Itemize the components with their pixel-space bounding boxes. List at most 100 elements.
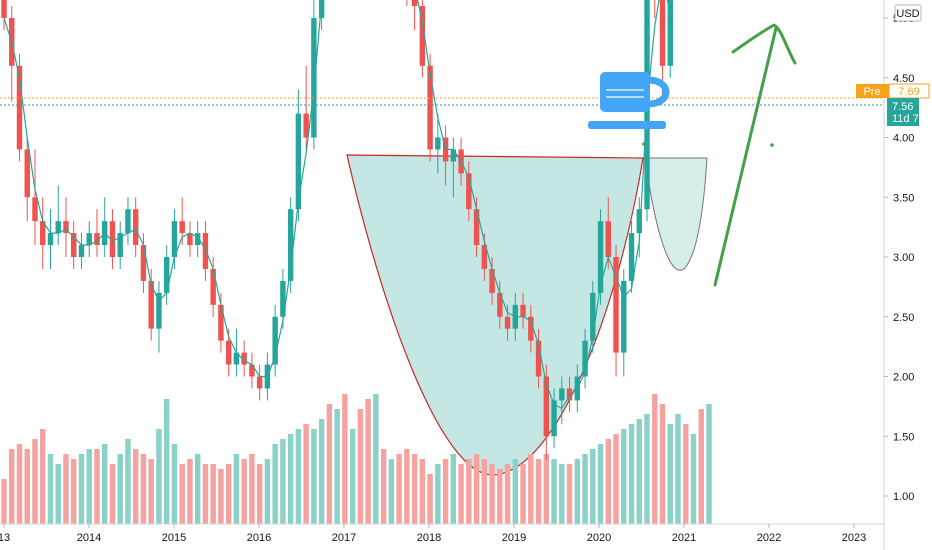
candle-body [163,257,170,293]
candle-body [256,376,263,389]
price-tick-label: 1.50 [893,431,914,443]
currency-badge[interactable]: USD [894,4,922,22]
volume-bar [458,464,464,524]
moving-average-line [3,0,673,410]
volume-bar [163,399,170,524]
volume-bar [16,444,23,524]
volume-bar [551,459,557,524]
coffee-cup-icon [588,72,670,129]
candle-body [427,65,433,150]
candle-body [318,0,325,18]
time-tick-label: 2014 [77,532,101,544]
volume-bar [450,454,457,524]
last-price-badge: 7.56 11d 7h [887,98,925,126]
candle-body [489,268,495,293]
candle-body [117,233,123,257]
volume-bar [86,449,92,524]
time-tick-label: 2020 [587,532,611,544]
candle-body [590,292,596,341]
volume-bar [241,459,247,524]
volume-bar [202,464,209,524]
candle-body [280,280,286,317]
volume-bar [47,454,54,524]
candle-body [450,149,457,162]
time-tick-label: 2019 [502,532,526,544]
volume-bar [442,459,449,524]
volume-bar [535,459,542,524]
volume-bar [303,424,309,524]
candle-body [497,292,503,317]
volume-bar [520,464,526,524]
price-tick-label: 2.50 [893,312,914,324]
candle-body [295,113,302,210]
price-tick-label: 3.50 [893,192,914,204]
volume-bar [218,469,224,524]
candle-body [16,65,23,150]
time-tick-label: 13 [0,532,10,544]
volume-bar [582,454,588,524]
candle-body [125,209,131,234]
candle-body [559,388,565,401]
candle-body [194,233,201,246]
candle-body [473,209,480,246]
volume-bar [528,454,534,524]
volume-bar [40,429,46,524]
volume-bar [132,449,139,524]
candle-body [667,0,673,66]
candle-body [621,280,627,353]
volume-bar [504,464,511,524]
candle-body [249,364,255,377]
volume-bar [311,429,317,524]
time-tick-label: 2023 [842,532,866,544]
volume-bar [590,449,596,524]
volume-bar [566,464,573,524]
candle-body [140,245,147,281]
volume-bar [225,464,232,524]
candle-body [287,209,294,281]
forecast-arrow [713,23,797,287]
candle-body [311,18,317,138]
candle-body [504,316,511,329]
candle-body [628,233,635,281]
volume-bar [404,449,410,524]
candle-body [233,352,240,365]
candle-body [47,233,54,246]
volume-bar [373,394,379,524]
candle-body [582,340,588,377]
annotation-dot-2 [770,143,774,147]
volume-bar [125,439,131,524]
candle-body [419,6,426,66]
bar-countdown: 11d 7h [892,113,925,125]
volume-bar [365,399,371,524]
price-tick-label: 3.00 [893,252,914,264]
pre-market-value: 7.69 [898,86,919,98]
candle-body [109,221,116,257]
candle-body [132,209,139,246]
candle-body [636,209,642,234]
candle-body [40,221,46,246]
volume-bar [55,464,61,524]
candle-body [613,257,619,353]
volume-bar [411,454,418,524]
volume-bar [613,434,619,524]
volume-bar [102,444,108,524]
volume-bar [628,424,635,524]
volume-bar [419,459,426,524]
time-tick-label: 2022 [757,532,781,544]
candle-body [210,268,216,305]
candle-body [411,0,418,7]
candle-body [597,221,604,293]
volume-bar [264,459,271,524]
volume-bars [1,394,712,524]
volume-bar [156,429,162,524]
volume-bar [435,464,441,524]
candle-body [86,233,92,246]
volume-bar [24,449,30,524]
volume-bar [140,454,147,524]
volume-bar [326,404,333,524]
price-tick-label: 1.00 [893,491,914,503]
volume-bar [497,469,503,524]
price-tick-label: 2.00 [893,372,914,384]
price-tick-label: 4.00 [893,133,914,145]
